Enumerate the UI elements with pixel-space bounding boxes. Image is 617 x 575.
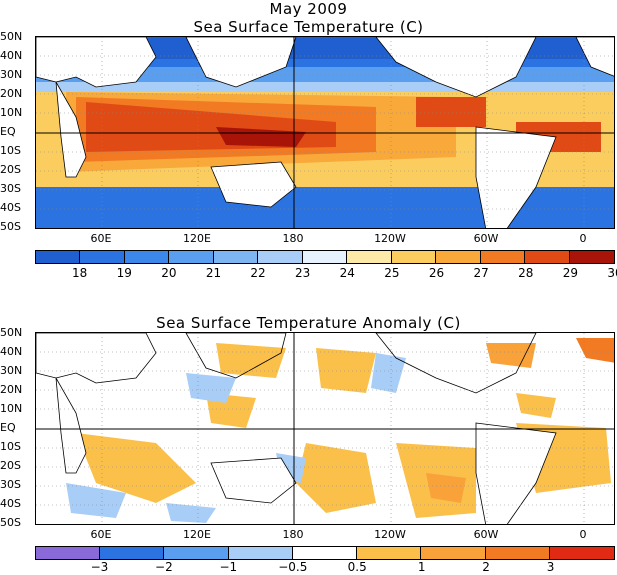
colorbar-label: 19 <box>116 266 132 280</box>
lon-label: 180 <box>282 232 304 245</box>
colorbar-label: 18 <box>71 266 88 280</box>
colorbar-segment <box>164 547 229 559</box>
colorbar-segment <box>302 251 348 263</box>
colorbar-segment <box>36 251 81 263</box>
lat-label: 50S <box>0 220 21 233</box>
colorbar-segment <box>391 251 437 263</box>
lon-label: 180 <box>282 528 304 541</box>
lat-label: 50N <box>0 326 23 339</box>
colorbar-label: 2 <box>482 560 490 574</box>
colorbar-label: 29 <box>562 266 579 280</box>
colorbar-label: 20 <box>161 266 177 280</box>
colorbar-segment <box>436 251 481 263</box>
lat-label: 10N <box>0 106 23 119</box>
colorbar-label: 30 <box>607 266 617 280</box>
colorbar-segment <box>421 547 486 559</box>
colorbar-label: −3 <box>90 560 109 574</box>
lat-label: 40N <box>0 49 23 62</box>
lon-label: 0 <box>579 232 587 245</box>
lat-label: 20N <box>0 87 23 100</box>
lat-label: 30N <box>0 68 23 81</box>
lat-label: 10S <box>0 440 21 453</box>
month-title: May 2009 <box>269 0 348 18</box>
lat-label: 10S <box>0 144 21 157</box>
anomaly-map <box>35 332 615 525</box>
sst-title: Sea Surface Temperature (C) <box>193 18 424 36</box>
colorbar-segment <box>258 251 303 263</box>
colorbar-label: 0.5 <box>347 560 367 574</box>
lat-label: 30S <box>0 478 21 491</box>
lon-label: 60W <box>473 232 499 245</box>
colorbar-label: 26 <box>428 266 445 280</box>
lon-label: 0 <box>579 528 587 541</box>
colorbar-segment <box>228 547 293 559</box>
colorbar-label: 24 <box>339 266 355 280</box>
anomaly-colorbar <box>35 546 615 560</box>
colorbar-label: −2 <box>155 560 173 574</box>
lon-label: 60E <box>90 528 112 541</box>
colorbar-segment <box>124 251 170 263</box>
colorbar-segment <box>100 547 165 559</box>
lon-label: 120W <box>374 232 406 245</box>
colorbar-label: 3 <box>546 560 555 574</box>
sst-map <box>35 36 615 229</box>
lat-label: EQ <box>0 421 16 434</box>
colorbar-segment <box>357 547 422 559</box>
lat-label: EQ <box>0 125 16 138</box>
colorbar-segment <box>480 251 526 263</box>
colorbar-segment <box>292 547 358 559</box>
anomaly-field <box>36 333 614 524</box>
lat-label: 10N <box>0 402 23 415</box>
lat-label: 40N <box>0 345 23 358</box>
colorbar-label: −1 <box>219 560 238 574</box>
colorbar-label: 21 <box>205 266 222 280</box>
lat-label: 40S <box>0 201 21 214</box>
colorbar-segment <box>485 547 550 559</box>
colorbar-segment <box>525 251 570 263</box>
colorbar-segment <box>36 547 101 559</box>
colorbar-segment <box>549 547 614 559</box>
lat-label: 20N <box>0 383 23 396</box>
colorbar-label: −0.5 <box>278 560 308 574</box>
colorbar-label: 1 <box>417 560 426 574</box>
lat-label: 30S <box>0 182 21 195</box>
colorbar-label: 25 <box>384 266 400 280</box>
colorbar-label: 22 <box>250 266 266 280</box>
colorbar-label: 23 <box>295 266 311 280</box>
colorbar-label: 28 <box>518 266 534 280</box>
lon-label: 120E <box>183 232 211 245</box>
lat-label: 20S <box>0 459 21 472</box>
lon-label: 60E <box>90 232 112 245</box>
lat-label: 50S <box>0 516 21 529</box>
lat-label: 50N <box>0 30 23 43</box>
colorbar-segment <box>569 251 615 263</box>
lon-label: 120W <box>374 528 406 541</box>
lat-label: 30N <box>0 364 23 377</box>
lat-label: 20S <box>0 163 21 176</box>
colorbar-segment <box>80 251 125 263</box>
colorbar-segment <box>347 251 392 263</box>
lon-label: 60W <box>473 528 499 541</box>
colorbar-segment <box>169 251 214 263</box>
lon-label: 120E <box>183 528 211 541</box>
anomaly-title: Sea Surface Temperature Anomaly (C) <box>156 314 461 332</box>
colorbar-label: 27 <box>473 266 489 280</box>
lat-label: 40S <box>0 497 21 510</box>
sst-field <box>36 37 614 228</box>
colorbar-segment <box>213 251 259 263</box>
sst-colorbar <box>35 250 615 264</box>
